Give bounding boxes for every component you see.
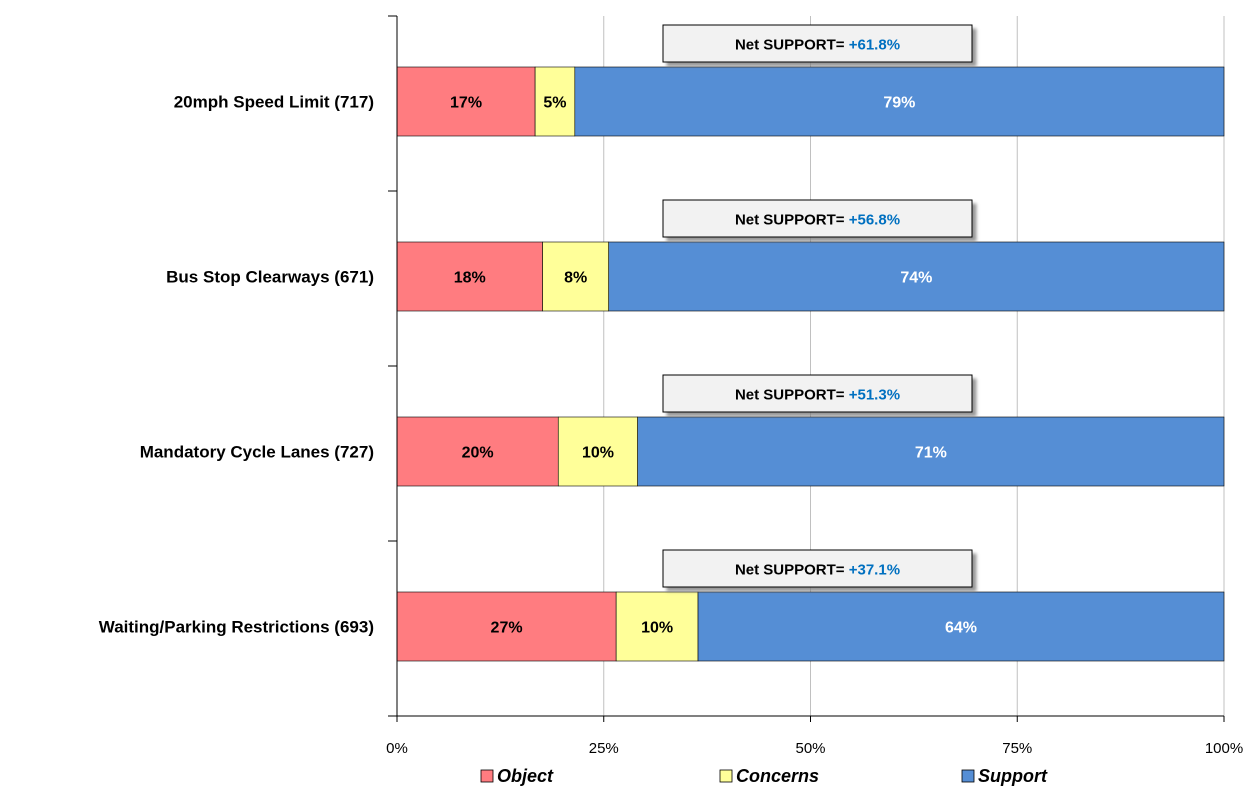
bar-segment bbox=[542, 241, 610, 312]
net-support-box bbox=[662, 24, 973, 63]
category-label: 20mph Speed Limit (717) bbox=[174, 93, 374, 112]
category-label: Waiting/Parking Restrictions (693) bbox=[99, 618, 374, 637]
data-label: 18% bbox=[454, 270, 486, 287]
net-support-text: Net SUPPORT= +51.3% bbox=[735, 387, 900, 404]
bar-segment bbox=[574, 66, 1225, 137]
legend-swatch bbox=[719, 769, 733, 783]
data-label: 74% bbox=[900, 270, 932, 287]
bar-segment bbox=[396, 416, 559, 487]
data-label: 17% bbox=[450, 95, 482, 112]
net-support-boxes: Net SUPPORT= +61.8%Net SUPPORT= +56.8%Ne… bbox=[662, 24, 973, 588]
net-support-text: Net SUPPORT= +61.8% bbox=[735, 37, 900, 54]
bar-segment bbox=[608, 241, 1225, 312]
bar-segment bbox=[396, 241, 543, 312]
data-label: 8% bbox=[564, 270, 587, 287]
net-support-label: Net SUPPORT= bbox=[735, 387, 849, 404]
x-tick-label: 25% bbox=[589, 740, 619, 757]
category-label: Bus Stop Clearways (671) bbox=[166, 268, 374, 287]
legend: Object Concerns Support bbox=[480, 766, 1048, 786]
net-support-text: Net SUPPORT= +56.8% bbox=[735, 212, 900, 229]
bar-segment bbox=[615, 591, 699, 662]
legend-label: Object bbox=[497, 766, 554, 786]
net-support-value: +37.1% bbox=[849, 562, 900, 579]
bar-segment bbox=[396, 591, 617, 662]
legend-label: Concerns bbox=[736, 766, 819, 786]
data-label: 5% bbox=[543, 95, 566, 112]
bar-segment bbox=[396, 66, 536, 137]
category-label: Mandatory Cycle Lanes (727) bbox=[140, 443, 374, 462]
net-support-text: Net SUPPORT= +37.1% bbox=[735, 562, 900, 579]
data-label: 27% bbox=[491, 620, 523, 637]
x-tick-label: 0% bbox=[386, 740, 408, 757]
x-tick-label: 75% bbox=[1002, 740, 1032, 757]
legend-swatch bbox=[961, 769, 975, 783]
net-support-value: +61.8% bbox=[849, 37, 900, 54]
bar-segment bbox=[697, 591, 1225, 662]
legend-swatch bbox=[480, 769, 494, 783]
axes: 20mph Speed Limit (717) Bus Stop Clearway… bbox=[99, 15, 1243, 757]
net-support-label: Net SUPPORT= bbox=[735, 212, 849, 229]
net-support-label: Net SUPPORT= bbox=[735, 37, 849, 54]
data-label: 10% bbox=[582, 445, 614, 462]
legend-label: Support bbox=[978, 766, 1048, 786]
bar-segment bbox=[534, 66, 576, 137]
x-tick-label: 100% bbox=[1205, 740, 1243, 757]
net-support-label: Net SUPPORT= bbox=[735, 562, 849, 579]
net-support-value: +56.8% bbox=[849, 212, 900, 229]
data-label: 64% bbox=[945, 620, 977, 637]
bars bbox=[396, 66, 1225, 662]
data-labels: 17% 5% 79% 18% 8% 74% 20% 10% 71% 27% 10% 64% bbox=[450, 95, 977, 637]
net-support-box bbox=[662, 199, 973, 238]
bar-segment bbox=[637, 416, 1225, 487]
net-support-box bbox=[662, 374, 973, 413]
data-label: 20% bbox=[462, 445, 494, 462]
x-tick-label: 50% bbox=[795, 740, 825, 757]
net-support-value: +51.3% bbox=[849, 387, 900, 404]
data-label: 71% bbox=[915, 445, 947, 462]
net-support-box bbox=[662, 549, 973, 588]
data-label: 79% bbox=[883, 95, 915, 112]
data-label: 10% bbox=[641, 620, 673, 637]
